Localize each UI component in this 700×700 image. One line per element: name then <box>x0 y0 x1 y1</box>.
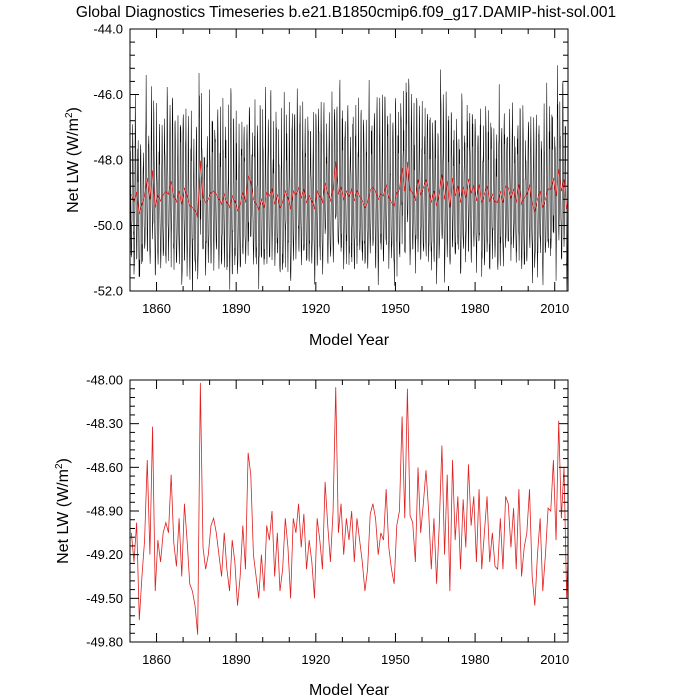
bottom-ytick-label: -49.20 <box>86 547 123 562</box>
bottom-ytick-label: -49.50 <box>86 591 123 606</box>
top-chart-ylabel: Net LW (W/m2) <box>64 107 82 213</box>
top-ytick-label: -46.0 <box>93 87 123 102</box>
top-xtick-label: 1890 <box>222 301 251 316</box>
top-xtick-label: 1950 <box>381 301 410 316</box>
top-ytick-label: -52.0 <box>93 284 123 299</box>
top-xtick-label: 1860 <box>142 301 171 316</box>
bottom-xtick-label: 1950 <box>381 652 410 667</box>
top-xtick-label: 1980 <box>461 301 490 316</box>
bottom-ytick-label: -48.60 <box>86 460 123 475</box>
top-xtick-label: 2010 <box>540 301 569 316</box>
bottom-series-annual <box>130 382 568 635</box>
top-ytick-label: -50.0 <box>93 218 123 233</box>
top-chart-panel: 1860 1890 1920 1950 1980 2010 -52.0 -50.0 -48.0 -… <box>64 22 569 350</box>
bottom-ytick-label: -48.90 <box>86 504 123 519</box>
bottom-xtick-label: 1890 <box>222 652 251 667</box>
top-ytick-label: -44.0 <box>93 22 123 37</box>
bottom-xtick-label: 1920 <box>301 652 330 667</box>
top-ytick-label: -48.0 <box>93 153 123 168</box>
top-series-monthly <box>130 65 568 291</box>
figure-title: Global Diagnostics Timeseries b.e21.B185… <box>76 4 616 21</box>
bottom-chart-xlabel: Model Year <box>309 682 390 699</box>
top-chart-axes: 1860 1890 1920 1950 1980 2010 -52.0 -50.0 -48.0 -… <box>93 22 569 317</box>
bottom-chart-axes: 1860 1890 1920 1950 1980 2010 -49.80 -49.50 -49.… <box>86 373 569 668</box>
bottom-xtick-label: 1860 <box>142 652 171 667</box>
bottom-xtick-label: 1980 <box>461 652 490 667</box>
bottom-xtick-label: 2010 <box>540 652 569 667</box>
bottom-ytick-label: -49.80 <box>86 635 123 650</box>
bottom-chart-frame <box>129 379 569 643</box>
bottom-chart-series <box>130 382 568 635</box>
top-series-annual <box>130 160 568 218</box>
bottom-chart-panel: 1860 1890 1920 1950 1980 2010 -49.80 -49.50 -49.… <box>54 373 569 700</box>
top-chart-series <box>130 65 568 291</box>
top-chart-xlabel: Model Year <box>309 332 390 349</box>
bottom-chart-ylabel: Net LW (W/m2) <box>54 458 72 564</box>
bottom-ytick-label: -48.00 <box>86 373 123 388</box>
top-xtick-label: 1920 <box>301 301 330 316</box>
bottom-ytick-label: -48.30 <box>86 416 123 431</box>
